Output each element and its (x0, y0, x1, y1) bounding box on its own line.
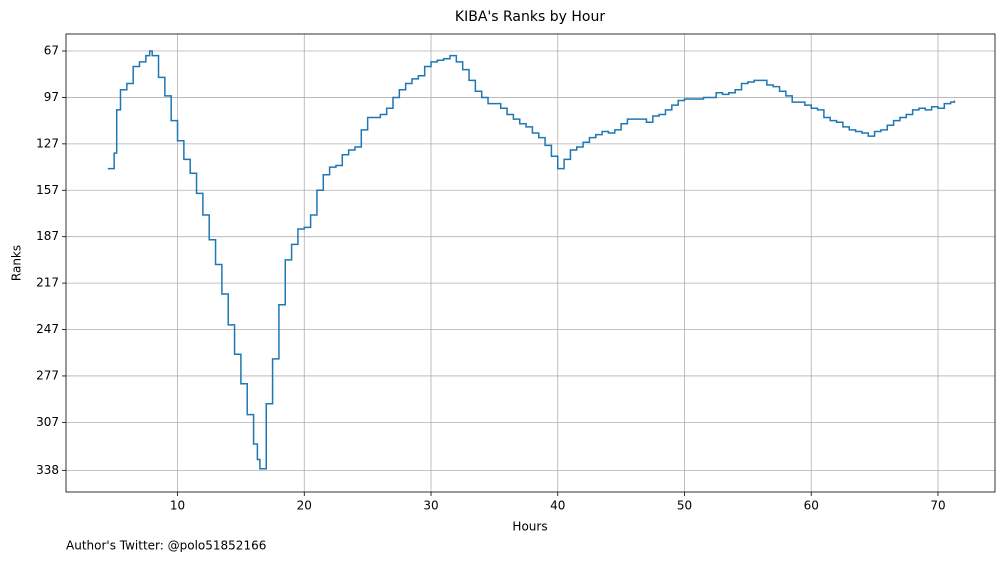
x-tick-label: 60 (804, 499, 819, 513)
y-tick-label: 67 (44, 44, 59, 58)
x-axis-label: Hours (512, 520, 547, 534)
y-tick-label: 307 (36, 415, 59, 429)
step-line (107, 50, 956, 470)
x-tick-label: 20 (297, 499, 312, 513)
x-tick-label: 50 (677, 499, 692, 513)
x-tick-label: 70 (930, 499, 945, 513)
y-tick-label: 157 (36, 183, 59, 197)
x-tick-label: 30 (423, 499, 438, 513)
chart-title: KIBA's Ranks by Hour (455, 9, 605, 25)
y-tick-label: 217 (36, 276, 59, 290)
footer: Author's Twitter: @polo51852166 (66, 539, 266, 553)
x-tick-label: 10 (170, 499, 185, 513)
y-tick-label: 277 (36, 368, 59, 382)
plot-frame (65, 33, 996, 493)
y-tick-label: 187 (36, 229, 59, 243)
x-tick-label: 40 (550, 499, 565, 513)
y-tick-label: 247 (36, 322, 59, 336)
y-tick-label: 338 (36, 463, 59, 477)
y-tick-label: 97 (44, 90, 59, 104)
y-tick-label: 127 (36, 136, 59, 150)
y-axis-label: Ranks (10, 245, 24, 281)
